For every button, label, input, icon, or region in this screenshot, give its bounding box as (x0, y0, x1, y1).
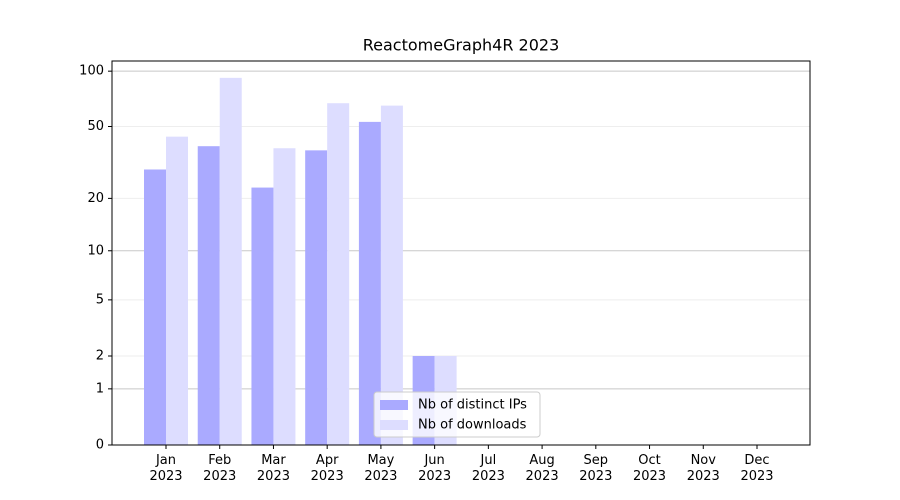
y-tick-label: 1 (96, 381, 104, 396)
x-tick-label: Apr 2023 (310, 453, 344, 484)
bar (273, 148, 296, 445)
y-tick-label: 20 (87, 191, 104, 206)
plot-frame (111, 60, 811, 446)
bar (305, 150, 328, 445)
x-tick-label: Jan 2023 (149, 453, 183, 484)
bar (166, 136, 188, 446)
y-tick-label: 50 (87, 119, 104, 134)
legend-box (373, 391, 541, 438)
y-tick-label: 10 (87, 243, 104, 258)
bar (197, 146, 220, 445)
bar (380, 105, 403, 445)
legend: Nb of distinct IPs Nb of downloads (373, 391, 541, 438)
x-tick-label: Jul 2023 (471, 453, 505, 484)
y-tick-label: 2 (96, 349, 104, 364)
y-tick-label: 100 (79, 64, 104, 79)
bar (358, 121, 381, 445)
legend-swatch (380, 400, 408, 410)
x-tick-label: Sep 2023 (579, 453, 613, 484)
bar (251, 187, 274, 445)
legend-label: Nb of distinct IPs (418, 398, 527, 413)
bar (219, 77, 242, 445)
legend-swatch (380, 420, 408, 430)
bar (327, 103, 350, 445)
x-tick-label: Dec 2023 (740, 453, 774, 484)
x-tick-label: Feb 2023 (203, 453, 237, 484)
x-tick-label: Oct 2023 (632, 453, 667, 484)
x-tick-label: Mar 2023 (256, 453, 290, 484)
x-tick-label: May 2023 (364, 453, 398, 484)
x-tick-label: Aug 2023 (525, 453, 559, 484)
x-tick-label: Jun 2023 (418, 453, 452, 484)
y-tick-label: 5 (96, 292, 104, 307)
legend-label: Nb of downloads (418, 418, 527, 433)
bar (144, 169, 166, 446)
chart-title: ReactomeGraph4R 2023 (363, 36, 560, 55)
x-tick-label: Nov 2023 (686, 453, 720, 484)
y-tick-label: 0 (96, 438, 104, 453)
